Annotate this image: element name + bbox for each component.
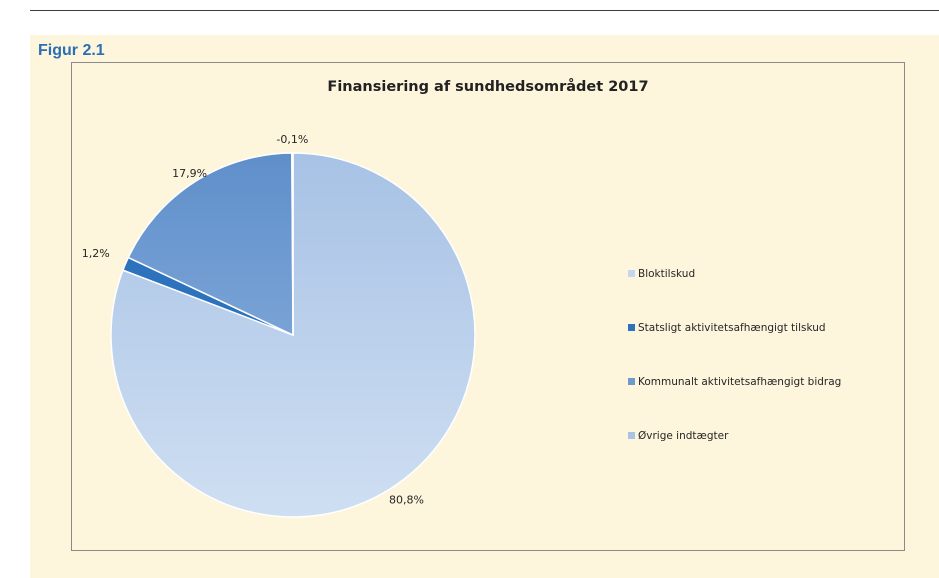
legend-swatch bbox=[628, 324, 635, 331]
legend-label: Kommunalt aktivitetsafhængigt bidrag bbox=[638, 375, 842, 388]
pie-slice bbox=[110, 152, 476, 518]
data-label: 17,9% bbox=[172, 167, 207, 180]
top-rule bbox=[30, 10, 939, 11]
pie-slice bbox=[291, 152, 294, 336]
legend-item: Statsligt aktivitetsafhængigt tilskud bbox=[628, 319, 898, 336]
legend-item: Bloktilskud bbox=[628, 265, 898, 282]
legend-item: Øvrige indtægter bbox=[628, 427, 898, 444]
data-label: 80,8% bbox=[389, 494, 424, 507]
legend: Bloktilskud Statsligt aktivitetsafhængig… bbox=[628, 265, 898, 481]
data-label: -0,1% bbox=[276, 133, 308, 146]
data-label: 1,2% bbox=[82, 247, 110, 260]
legend-swatch bbox=[628, 378, 635, 385]
pie-slice bbox=[127, 152, 294, 337]
chart-area: Finansiering af sundhedsområdet 2017 80,… bbox=[71, 62, 905, 551]
legend-swatch bbox=[628, 432, 635, 439]
legend-label: Øvrige indtægter bbox=[638, 429, 729, 442]
legend-label: Statsligt aktivitetsafhængigt tilskud bbox=[638, 321, 826, 334]
legend-label: Bloktilskud bbox=[638, 267, 696, 280]
pie-chart: 80,8% 1,2% 17,9% -0,1% bbox=[82, 133, 476, 518]
legend-swatch bbox=[628, 270, 635, 277]
legend-item: Kommunalt aktivitetsafhængigt bidrag bbox=[628, 373, 898, 390]
chart-title: Finansiering af sundhedsområdet 2017 bbox=[327, 79, 649, 95]
figure-label: Figur 2.1 bbox=[38, 42, 105, 59]
